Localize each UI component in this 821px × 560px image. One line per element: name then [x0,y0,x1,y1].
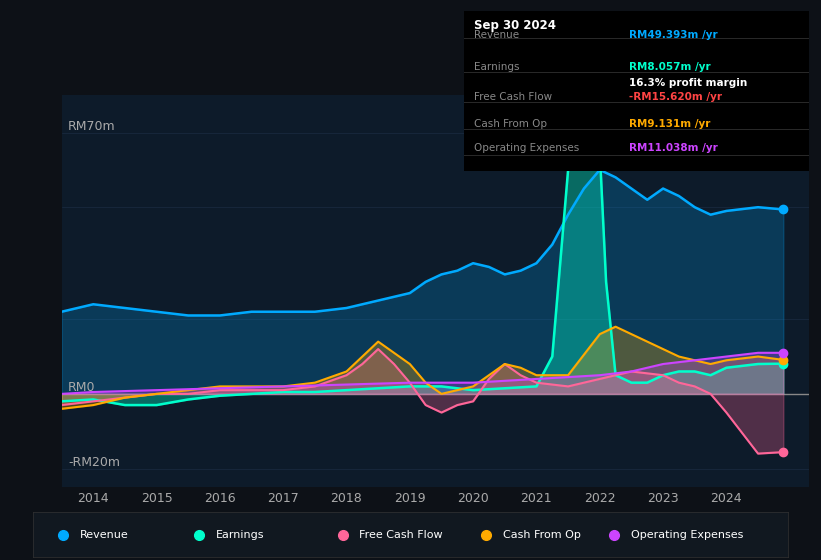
Text: Earnings: Earnings [216,530,264,540]
Text: Revenue: Revenue [80,530,128,540]
Text: Revenue: Revenue [475,30,520,40]
Text: Free Cash Flow: Free Cash Flow [359,530,443,540]
Text: RM0: RM0 [68,381,95,394]
Text: Free Cash Flow: Free Cash Flow [475,92,553,102]
Text: Operating Expenses: Operating Expenses [631,530,744,540]
Text: Earnings: Earnings [475,62,520,72]
Text: Cash From Op: Cash From Op [475,119,548,129]
Text: -RM15.620m /yr: -RM15.620m /yr [630,92,722,102]
Text: -RM20m: -RM20m [68,455,120,469]
Text: RM8.057m /yr: RM8.057m /yr [630,62,711,72]
Text: Sep 30 2024: Sep 30 2024 [475,19,556,32]
Text: RM9.131m /yr: RM9.131m /yr [630,119,711,129]
Text: RM70m: RM70m [68,119,116,133]
Text: RM49.393m /yr: RM49.393m /yr [630,30,718,40]
Text: Cash From Op: Cash From Op [502,530,580,540]
Text: RM11.038m /yr: RM11.038m /yr [630,143,718,153]
Text: Operating Expenses: Operating Expenses [475,143,580,153]
Text: 16.3% profit margin: 16.3% profit margin [630,78,748,88]
